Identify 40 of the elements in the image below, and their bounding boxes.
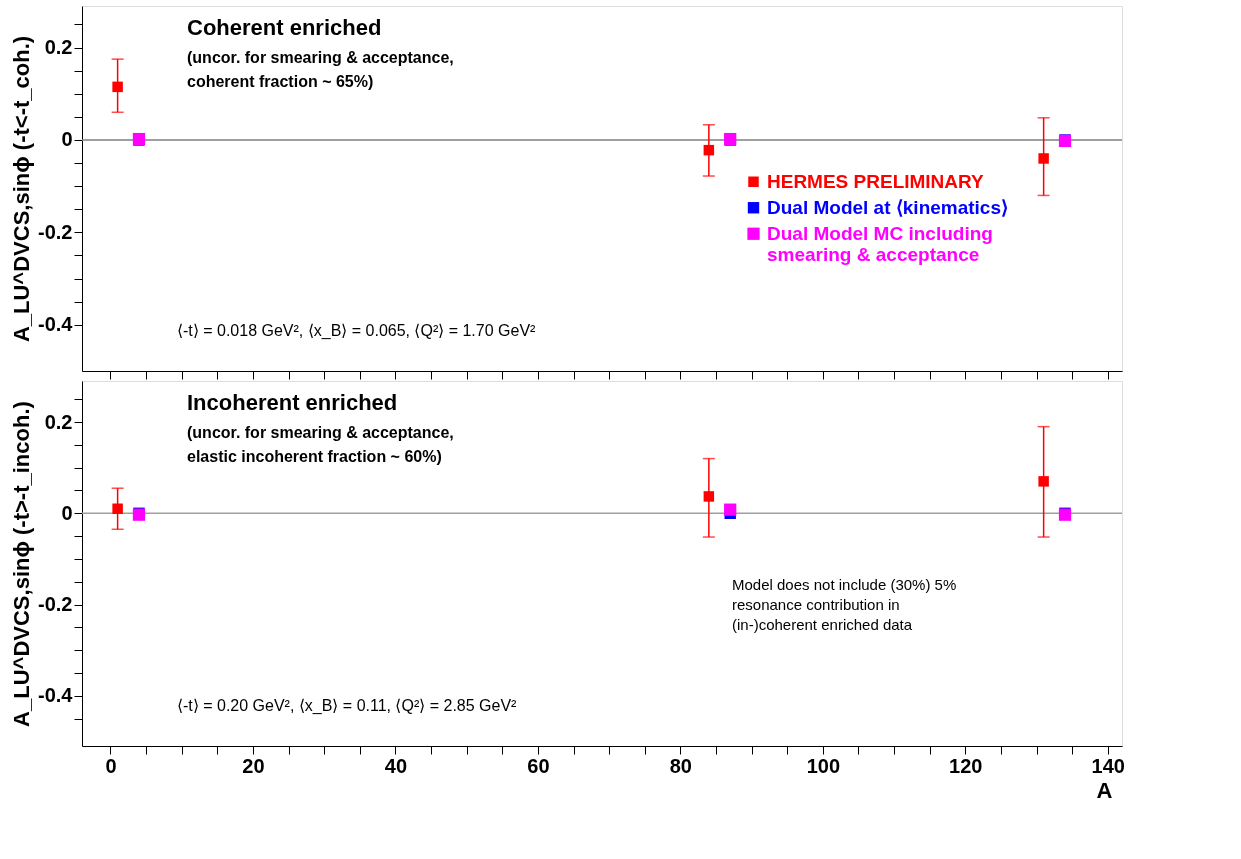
legend-label: Dual Model MC including smearing & acceptance [767,222,993,265]
annotation: Incoherent enriched [187,390,398,415]
point [112,503,123,514]
annotation: ⟨-t⟩ = 0.20 GeV², ⟨x_B⟩ = 0.11, ⟨Q²⟩ = 2.85 GeV² [177,697,518,715]
x-tick-label: 60 [527,754,550,777]
annotation: ⟨-t⟩ = 0.018 GeV², ⟨x_B⟩ = 0.065, ⟨Q²⟩ = 1.70 GeV² [177,322,537,340]
x-tick-label: 20 [242,754,265,777]
annotation: (uncor. for smearing & acceptance, [187,49,454,66]
annotation: Model does not include (30%) 5% [732,576,957,594]
x-axis-title: A [1096,777,1113,803]
y-tick-label: -0.2 [38,593,73,616]
annotation: (in-)coherent enriched data [732,616,913,634]
point [1038,476,1049,487]
x-tick-label: 120 [949,754,983,777]
y-tick-label: 0.2 [44,36,73,59]
annotation: coherent fraction ~ 65%) [187,73,374,90]
annotation: elastic incoherent fraction ~ 60%) [187,448,442,465]
x-tick-label: 0 [105,754,117,777]
legend-label: HERMES PRELIMINARY [767,170,985,192]
point [112,81,123,93]
x-tick-label: 100 [806,754,841,777]
point [724,503,737,516]
x-tick-label: 80 [669,754,692,777]
x-tick-label: 40 [384,754,408,777]
legend-label: Dual Model at ⟨kinematics⟩ [767,196,1009,218]
point [703,491,715,502]
x-tick-label: 140 [1091,754,1125,777]
point [703,144,715,156]
y-tick-label: 0 [61,128,73,151]
y-tick-label: 0.2 [44,410,73,433]
y-tick-label: -0.4 [38,313,74,336]
point [1038,153,1049,164]
y-axis-title: A_LU^DVCS,sinϕ (-t<-t_coh.) [9,35,35,343]
y-tick-label: -0.4 [38,684,74,707]
annotation: Coherent enriched [187,15,382,40]
y-tick-label: -0.2 [38,220,73,243]
y-axis-title: A_LU^DVCS,sinϕ (-t>-t_incoh.) [9,401,35,727]
annotation: resonance contribution in [732,596,900,614]
y-tick-label: 0 [61,501,73,524]
annotation: (uncor. for smearing & acceptance, [187,424,454,441]
